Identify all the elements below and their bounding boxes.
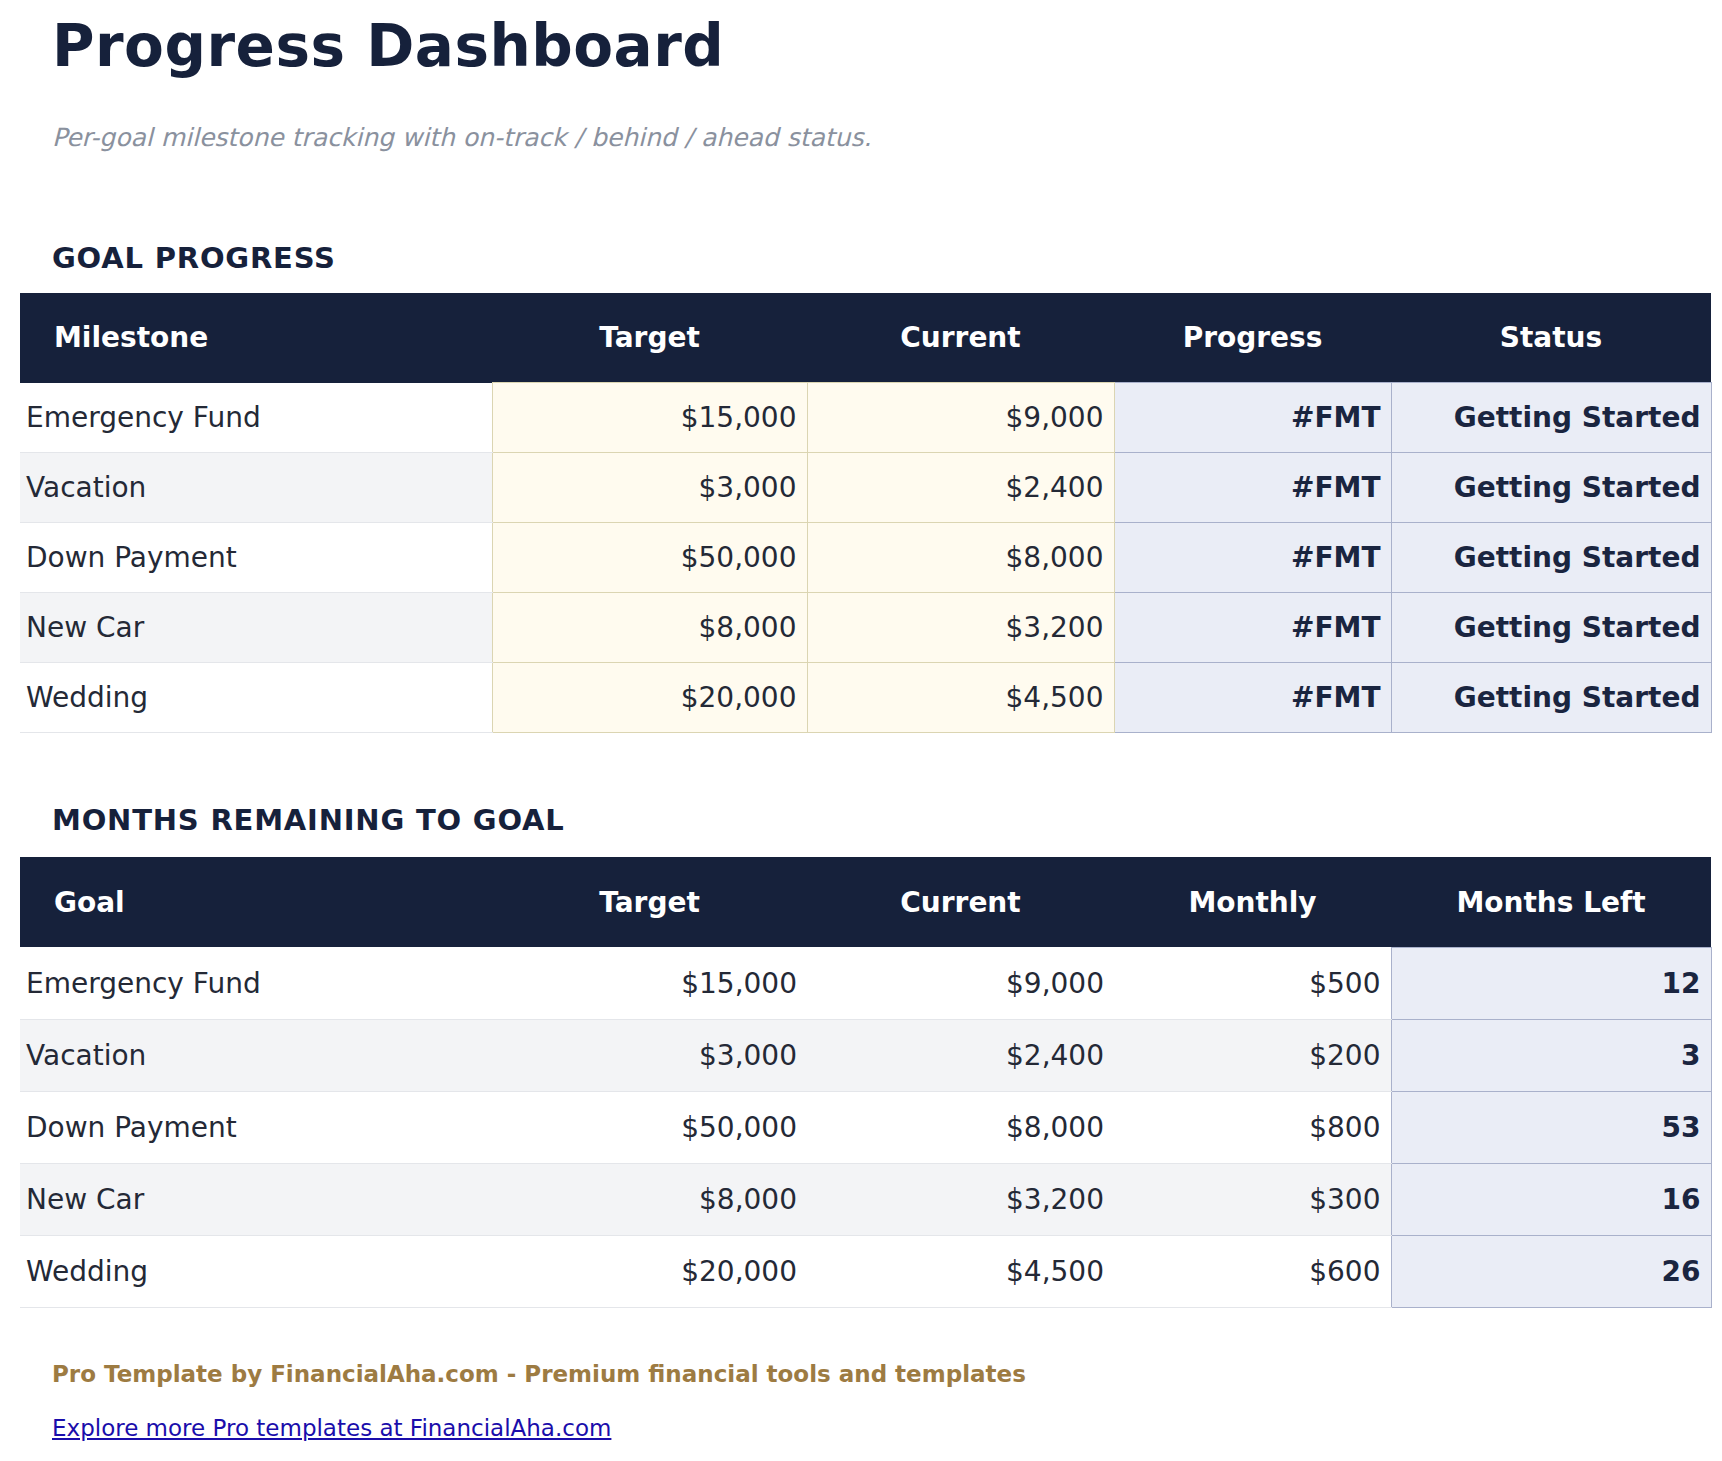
table-row: New Car $8,000 $3,200 $300 16	[20, 1163, 1711, 1235]
target-cell: $50,000	[492, 523, 807, 593]
column-header-current: Current	[807, 857, 1114, 947]
current-cell: $9,000	[807, 383, 1114, 453]
column-header-months-left: Months Left	[1391, 857, 1711, 947]
status-cell: Getting Started	[1391, 663, 1711, 733]
section-heading-months-remaining: MONTHS REMAINING TO GOAL	[52, 803, 1722, 837]
milestone-cell: New Car	[20, 593, 492, 663]
status-cell: Getting Started	[1391, 523, 1711, 593]
current-cell: $3,200	[807, 593, 1114, 663]
column-header-target: Target	[492, 857, 807, 947]
goal-progress-table: Milestone Target Current Progress Status…	[20, 293, 1712, 734]
progress-cell: #FMT	[1114, 383, 1391, 453]
column-header-current: Current	[807, 293, 1114, 383]
column-header-progress: Progress	[1114, 293, 1391, 383]
target-cell: $15,000	[492, 383, 807, 453]
explore-templates-link[interactable]: Explore more Pro templates at FinancialA…	[52, 1415, 611, 1441]
current-cell: $4,500	[807, 1235, 1114, 1307]
current-cell: $3,200	[807, 1163, 1114, 1235]
status-cell: Getting Started	[1391, 593, 1711, 663]
column-header-milestone: Milestone	[20, 293, 492, 383]
goal-cell: Emergency Fund	[20, 947, 492, 1019]
months-remaining-header-row: Goal Target Current Monthly Months Left	[20, 857, 1711, 947]
months-left-cell: 3	[1391, 1019, 1711, 1091]
goal-progress-header-row: Milestone Target Current Progress Status	[20, 293, 1711, 383]
target-cell: $3,000	[492, 453, 807, 523]
milestone-cell: Emergency Fund	[20, 383, 492, 453]
status-cell: Getting Started	[1391, 453, 1711, 523]
goal-cell: Wedding	[20, 1235, 492, 1307]
monthly-cell: $800	[1114, 1091, 1391, 1163]
months-left-cell: 26	[1391, 1235, 1711, 1307]
target-cell: $3,000	[492, 1019, 807, 1091]
monthly-cell: $200	[1114, 1019, 1391, 1091]
page-subtitle: Per-goal milestone tracking with on-trac…	[52, 123, 1722, 153]
months-left-cell: 53	[1391, 1091, 1711, 1163]
milestone-cell: Wedding	[20, 663, 492, 733]
target-cell: $8,000	[492, 1163, 807, 1235]
months-left-cell: 16	[1391, 1163, 1711, 1235]
table-row: Wedding $20,000 $4,500 $600 26	[20, 1235, 1711, 1307]
target-cell: $20,000	[492, 1235, 807, 1307]
progress-cell: #FMT	[1114, 663, 1391, 733]
footer-branding-text: Pro Template by FinancialAha.com - Premi…	[52, 1360, 1722, 1388]
column-header-goal: Goal	[20, 857, 492, 947]
table-row: Emergency Fund $15,000 $9,000 #FMT Getti…	[20, 383, 1711, 453]
table-row: Vacation $3,000 $2,400 #FMT Getting Star…	[20, 453, 1711, 523]
column-header-status: Status	[1391, 293, 1711, 383]
section-heading-goal-progress: GOAL PROGRESS	[52, 241, 1722, 275]
table-row: Emergency Fund $15,000 $9,000 $500 12	[20, 947, 1711, 1019]
months-left-cell: 12	[1391, 947, 1711, 1019]
monthly-cell: $300	[1114, 1163, 1391, 1235]
progress-cell: #FMT	[1114, 593, 1391, 663]
footer-link-line: Explore more Pro templates at FinancialA…	[52, 1414, 1722, 1442]
table-row: Vacation $3,000 $2,400 $200 3	[20, 1019, 1711, 1091]
page-title: Progress Dashboard	[52, 16, 1722, 77]
table-row: Down Payment $50,000 $8,000 #FMT Getting…	[20, 523, 1711, 593]
months-remaining-table: Goal Target Current Monthly Months Left …	[20, 857, 1712, 1308]
milestone-cell: Vacation	[20, 453, 492, 523]
current-cell: $8,000	[807, 523, 1114, 593]
progress-cell: #FMT	[1114, 453, 1391, 523]
column-header-target: Target	[492, 293, 807, 383]
table-row: Down Payment $50,000 $8,000 $800 53	[20, 1091, 1711, 1163]
target-cell: $20,000	[492, 663, 807, 733]
milestone-cell: Down Payment	[20, 523, 492, 593]
column-header-monthly: Monthly	[1114, 857, 1391, 947]
current-cell: $4,500	[807, 663, 1114, 733]
status-cell: Getting Started	[1391, 383, 1711, 453]
goal-cell: Down Payment	[20, 1091, 492, 1163]
progress-cell: #FMT	[1114, 523, 1391, 593]
monthly-cell: $600	[1114, 1235, 1391, 1307]
current-cell: $8,000	[807, 1091, 1114, 1163]
goal-cell: Vacation	[20, 1019, 492, 1091]
target-cell: $8,000	[492, 593, 807, 663]
target-cell: $50,000	[492, 1091, 807, 1163]
goal-cell: New Car	[20, 1163, 492, 1235]
current-cell: $9,000	[807, 947, 1114, 1019]
monthly-cell: $500	[1114, 947, 1391, 1019]
current-cell: $2,400	[807, 453, 1114, 523]
table-row: New Car $8,000 $3,200 #FMT Getting Start…	[20, 593, 1711, 663]
table-row: Wedding $20,000 $4,500 #FMT Getting Star…	[20, 663, 1711, 733]
target-cell: $15,000	[492, 947, 807, 1019]
current-cell: $2,400	[807, 1019, 1114, 1091]
